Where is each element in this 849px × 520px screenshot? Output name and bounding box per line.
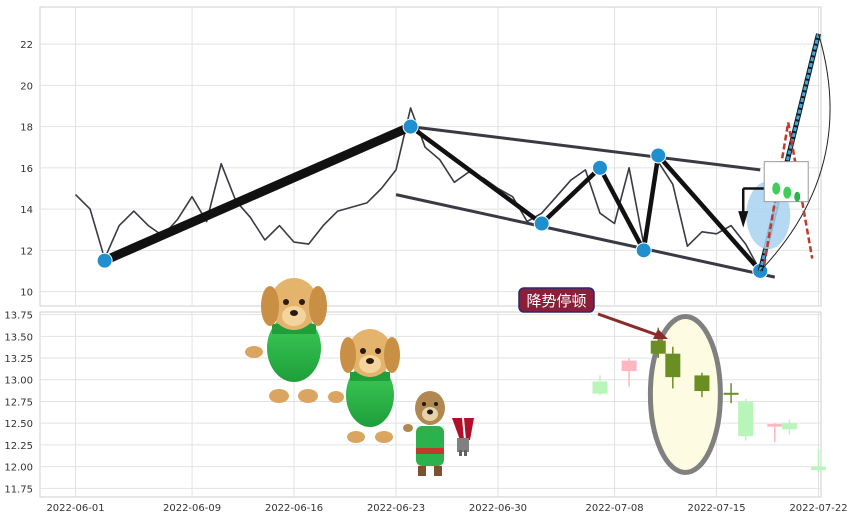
candle-y-tick: 13.25 [4, 354, 33, 365]
candle-body [621, 360, 637, 372]
pattern-segment [408, 124, 544, 226]
price-panel: 10 12 14 16 18 20 22 [20, 6, 831, 307]
date-tick: 2022-07-08 [585, 503, 643, 514]
annotation-box [518, 287, 595, 313]
candle-y-tick: 13.50 [4, 332, 33, 343]
candle-body [592, 381, 608, 394]
candle-body [738, 401, 754, 437]
candle-body [811, 466, 826, 471]
candle-y-tick-labels: 11.75 12.00 12.25 12.50 12.75 13.00 13.25 13.50… [4, 311, 33, 496]
annotation-arrowhead [653, 329, 668, 339]
dog-sticker-small [403, 391, 474, 476]
pattern-node [591, 159, 608, 176]
thumbnail-dog-c [794, 191, 801, 202]
date-tick-labels: 2022-06-01 2022-06-09 2022-06-16 2022-06-23… [46, 503, 847, 514]
candle-y-tick: 11.75 [4, 484, 33, 495]
date-tick: 2022-06-09 [163, 503, 221, 514]
candle-y-tick: 12.75 [4, 397, 33, 408]
dog-sticker-large [245, 278, 327, 403]
pattern-node [533, 215, 550, 232]
price-y-tick: 18 [20, 123, 33, 134]
price-y-tick: 10 [20, 288, 33, 299]
candle-y-tick: 13.75 [4, 311, 33, 322]
pattern-node [650, 147, 667, 164]
channel-lower-line [395, 193, 776, 279]
projection-line [758, 33, 820, 272]
date-tick: 2022-06-30 [469, 503, 527, 514]
candle-y-tick: 12.25 [4, 441, 33, 452]
highlight-ellipse-layer [647, 314, 723, 476]
candle-body [767, 424, 783, 427]
price-y-tick: 20 [20, 81, 33, 92]
candle-body [723, 392, 739, 395]
candle-y-tick: 12.50 [4, 419, 33, 430]
candle-body [694, 375, 710, 392]
pattern-segment [597, 165, 646, 253]
price-y-tick: 14 [20, 205, 33, 216]
pattern-node [402, 118, 419, 135]
thumbnail-dog-a [772, 182, 781, 195]
pattern-node [635, 242, 652, 259]
annotation-layer: 降势停顿 [518, 287, 668, 339]
date-tick: 2022-07-15 [687, 503, 745, 514]
thumbnail-dog-b [783, 186, 792, 199]
price-y-tick: 16 [20, 164, 33, 175]
candles-layer [592, 327, 826, 473]
price-channel [395, 125, 776, 279]
date-tick: 2022-07-22 [789, 503, 847, 514]
candle-y-tick: 13.00 [4, 376, 33, 387]
candle-body [781, 423, 797, 430]
date-tick: 2022-06-23 [367, 503, 425, 514]
dog-illustrations [245, 278, 474, 476]
projection-arc [759, 33, 831, 272]
candle-body [665, 353, 681, 378]
price-grid [40, 7, 821, 306]
pattern-segment [100, 122, 416, 266]
price-y-tick: 12 [20, 246, 33, 257]
price-y-tick: 22 [20, 40, 33, 51]
pattern-layer [96, 118, 769, 279]
pattern-segment [641, 153, 661, 253]
channel-upper-line [410, 125, 761, 172]
pattern-node [96, 252, 113, 269]
highlight-ellipse [647, 314, 723, 476]
pattern-segment [539, 165, 603, 226]
price-panel-frame [39, 6, 822, 307]
candle-y-tick: 12.00 [4, 463, 33, 474]
projection-peak-shape [762, 122, 814, 265]
date-tick: 2022-06-01 [46, 503, 104, 514]
projection-decor [738, 33, 831, 272]
projection-down-arrow [738, 211, 749, 228]
annotation-arrow [597, 312, 661, 338]
price-y-tick-labels: 10 12 14 16 18 20 22 [20, 40, 33, 298]
candle-body [650, 340, 666, 354]
pattern-segment [655, 153, 763, 274]
dog-sticker-medium [328, 329, 400, 443]
annotation-text: 降势停顿 [526, 292, 586, 310]
date-tick: 2022-06-16 [265, 503, 323, 514]
